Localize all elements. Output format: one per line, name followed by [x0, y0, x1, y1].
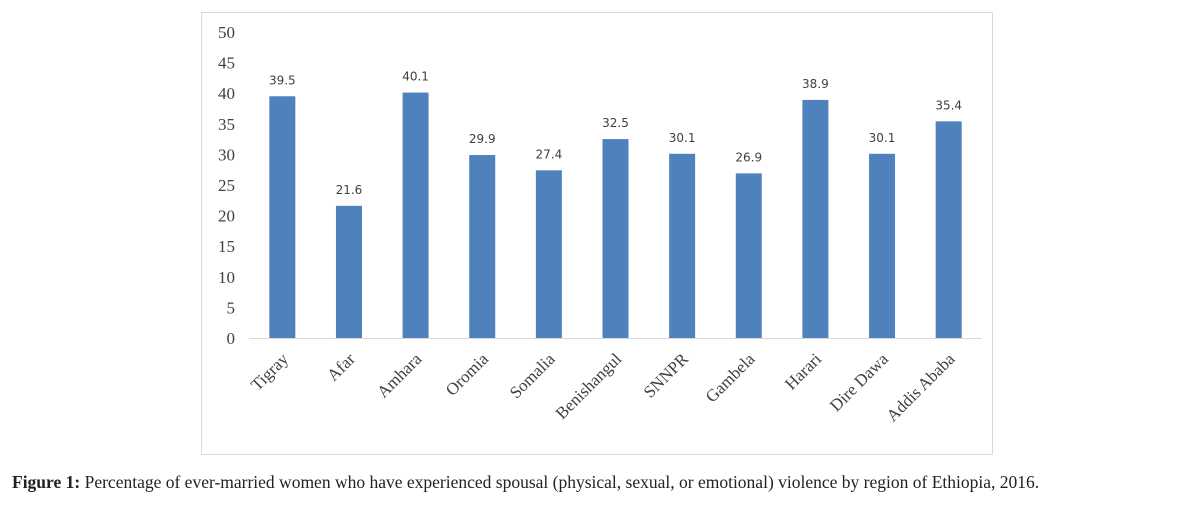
y-tick-label: 35 — [218, 115, 235, 134]
bar-amhara — [402, 92, 429, 338]
y-tick-label: 40 — [218, 84, 235, 103]
bar-snnpr — [669, 153, 696, 338]
y-tick-label: 30 — [218, 145, 235, 164]
bar-oromia — [469, 155, 496, 338]
data-label: 29.9 — [469, 132, 496, 146]
y-tick-label: 20 — [218, 207, 235, 226]
data-label: 26.9 — [735, 150, 762, 164]
x-tick-label: Dire Dawa — [826, 349, 892, 415]
data-label: 39.5 — [269, 73, 296, 87]
chart-area: 0 5 10 15 20 25 30 35 40 45 50 39.5 Tigray 21.6 Afar 40… — [201, 12, 993, 455]
x-tick-label: Somalia — [506, 349, 559, 402]
x-tick-label: Tigray — [247, 349, 292, 394]
y-tick-label: 50 — [218, 23, 235, 42]
bar-gambela — [735, 173, 762, 338]
data-label: 21.6 — [336, 183, 363, 197]
y-tick-label: 5 — [227, 298, 236, 317]
bar-afar — [335, 205, 362, 338]
y-tick-label: 45 — [218, 54, 235, 73]
x-tick-label: Oromia — [442, 349, 492, 399]
y-tick-label: 0 — [227, 329, 236, 348]
bar-chart: 0 5 10 15 20 25 30 35 40 45 50 39.5 Tigray 21.6 Afar 40… — [218, 23, 982, 425]
caption-label: Figure 1: — [12, 472, 81, 492]
bar-benishangul — [602, 139, 629, 338]
caption-text: Percentage of ever-married women who hav… — [80, 472, 1040, 492]
figure-caption: Figure 1: Percentage of ever-married wom… — [12, 471, 1182, 494]
bar-addis-ababa — [935, 121, 962, 339]
x-tick-label: Benishangul — [552, 349, 626, 423]
bar-dire-dawa — [869, 153, 896, 338]
bar-harari — [802, 99, 829, 338]
data-label: 30.1 — [669, 131, 696, 145]
data-label: 30.1 — [869, 131, 896, 145]
data-label: 27.4 — [536, 147, 563, 161]
bar-somalia — [535, 170, 562, 338]
x-tick-label: Gambela — [702, 349, 759, 406]
x-tick-label: Afar — [323, 349, 359, 385]
data-label: 35.4 — [935, 98, 962, 112]
data-label: 40.1 — [402, 70, 429, 84]
x-tick-label: SNNPR — [640, 349, 693, 402]
y-tick-label: 10 — [218, 268, 235, 287]
data-label: 32.5 — [602, 116, 629, 130]
x-tick-label: Amhara — [373, 349, 425, 401]
data-label: 38.9 — [802, 77, 829, 91]
y-tick-label: 15 — [218, 237, 235, 256]
x-tick-label: Harari — [781, 349, 825, 393]
x-tick-label: Addis Ababa — [883, 349, 959, 425]
y-tick-label: 25 — [218, 176, 235, 195]
bar-tigray — [269, 96, 296, 338]
